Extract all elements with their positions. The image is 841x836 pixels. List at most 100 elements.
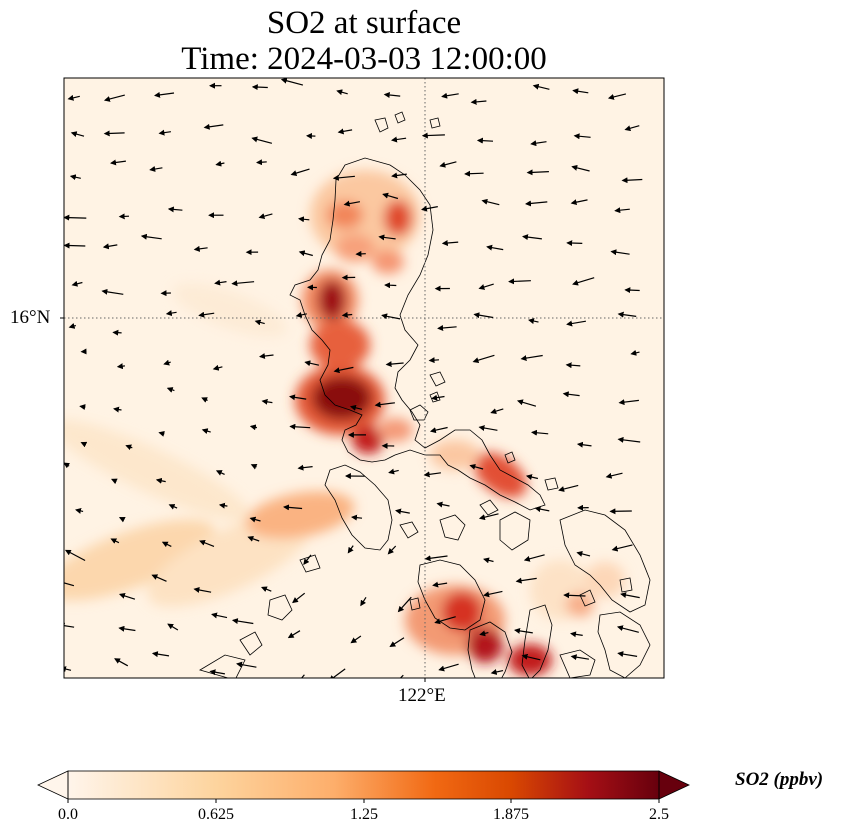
wind-arrow — [530, 140, 547, 147]
wind-arrow — [296, 674, 305, 678]
so2-field — [64, 170, 625, 676]
wind-arrow — [534, 506, 550, 513]
wind-arrow — [103, 130, 125, 137]
wind-arrow — [261, 398, 273, 405]
colorbar-tick-label: 0.625 — [198, 806, 234, 823]
wind-arrow — [520, 354, 543, 362]
wind-arrow — [429, 426, 448, 434]
wind-arrow — [478, 513, 499, 521]
wind-arrow — [563, 592, 586, 599]
wind-arrow — [473, 312, 494, 319]
wind-arrow — [280, 78, 304, 86]
wind-arrow — [67, 94, 80, 101]
coastlines — [199, 111, 651, 678]
wind-arrow — [385, 361, 404, 368]
wind-arrow — [333, 366, 354, 374]
wind-arrow — [486, 244, 504, 251]
longitude-label: 122°E — [398, 685, 446, 706]
wind-arrow — [112, 329, 122, 336]
wind-arrow — [421, 132, 445, 139]
wind-arrow — [149, 166, 163, 172]
wind-arrow — [436, 501, 450, 508]
wind-arrow — [118, 625, 136, 632]
wind-arrow — [516, 399, 537, 407]
wind-arrow — [617, 436, 641, 443]
wind-arrow — [437, 324, 457, 331]
wind-arrow — [397, 596, 412, 613]
wind-arrow — [470, 98, 487, 105]
wind-arrow — [464, 170, 484, 177]
map-title-line2: Time: 2024-03-03 12:00:00 — [181, 41, 547, 77]
wind-arrow — [118, 593, 136, 600]
wind-arrow — [201, 428, 211, 435]
wind-arrow — [483, 590, 503, 598]
wind-arrow — [479, 630, 489, 637]
wind-arrow — [328, 668, 346, 678]
wind-arrow — [254, 319, 265, 326]
wind-arrow — [522, 234, 542, 241]
wind-arrow — [167, 623, 179, 631]
wind-arrow — [630, 349, 640, 356]
wind-arrow — [605, 472, 623, 479]
wind-arrow — [525, 474, 539, 481]
wind-arrow — [347, 545, 354, 554]
wind-arrow — [523, 554, 545, 562]
map-panel — [64, 78, 664, 678]
wind-arrow — [441, 92, 459, 99]
mindoro-coastline — [324, 464, 393, 551]
colorbar-tick-label: 1.25 — [350, 806, 378, 823]
wind-arrow — [336, 89, 348, 96]
wind-arrow — [212, 364, 223, 371]
wind-arrow — [607, 93, 627, 100]
wind-arrow — [421, 205, 438, 212]
wind-arrow — [381, 313, 401, 320]
wind-arrow — [515, 577, 537, 584]
wind-arrow — [570, 199, 588, 206]
wind-arrow — [231, 618, 254, 625]
wind-arrow — [514, 627, 533, 634]
wind-arrow — [125, 444, 133, 451]
wind-arrow — [483, 557, 494, 564]
wind-arrow — [258, 213, 273, 220]
wind-arrow — [283, 504, 303, 511]
wind-arrow — [374, 401, 395, 408]
wind-arrow — [111, 478, 118, 485]
wind-arrow — [350, 635, 362, 644]
wind-arrow — [75, 507, 84, 514]
wind-arrow — [201, 397, 208, 403]
wind-arrow — [249, 424, 258, 431]
wind-arrow — [616, 625, 639, 633]
wind-arrow — [151, 574, 167, 582]
wind-arrow — [562, 391, 580, 398]
wind-arrow — [64, 579, 75, 587]
wind-arrow — [525, 200, 548, 207]
wind-arrow — [167, 206, 183, 213]
wind-vectors — [64, 78, 643, 678]
wind-arrow — [303, 554, 312, 565]
wind-arrow — [476, 137, 494, 144]
latitude-label: 16°N — [10, 307, 51, 328]
wind-arrow — [620, 592, 640, 599]
panay-coastline — [417, 559, 486, 631]
wind-arrow — [610, 249, 630, 256]
wind-arrow — [251, 84, 268, 91]
wind-arrow — [290, 168, 310, 176]
wind-arrow — [251, 136, 273, 144]
colorbar — [37, 770, 690, 803]
wind-arrow — [203, 123, 224, 130]
wind-arrow — [528, 318, 539, 325]
wind-arrow — [617, 651, 638, 658]
wind-arrow — [118, 517, 126, 523]
wind-arrow — [151, 651, 170, 658]
wind-arrow — [387, 545, 397, 555]
wind-arrow — [163, 359, 171, 366]
wind-arrow — [439, 161, 457, 168]
wind-arrow — [360, 596, 367, 607]
wind-arrow — [395, 508, 410, 515]
wind-arrow — [193, 587, 212, 593]
wind-arrow — [576, 441, 592, 448]
wind-arrow — [80, 441, 88, 448]
wind-arrow — [64, 622, 75, 629]
wind-arrow — [566, 320, 586, 327]
